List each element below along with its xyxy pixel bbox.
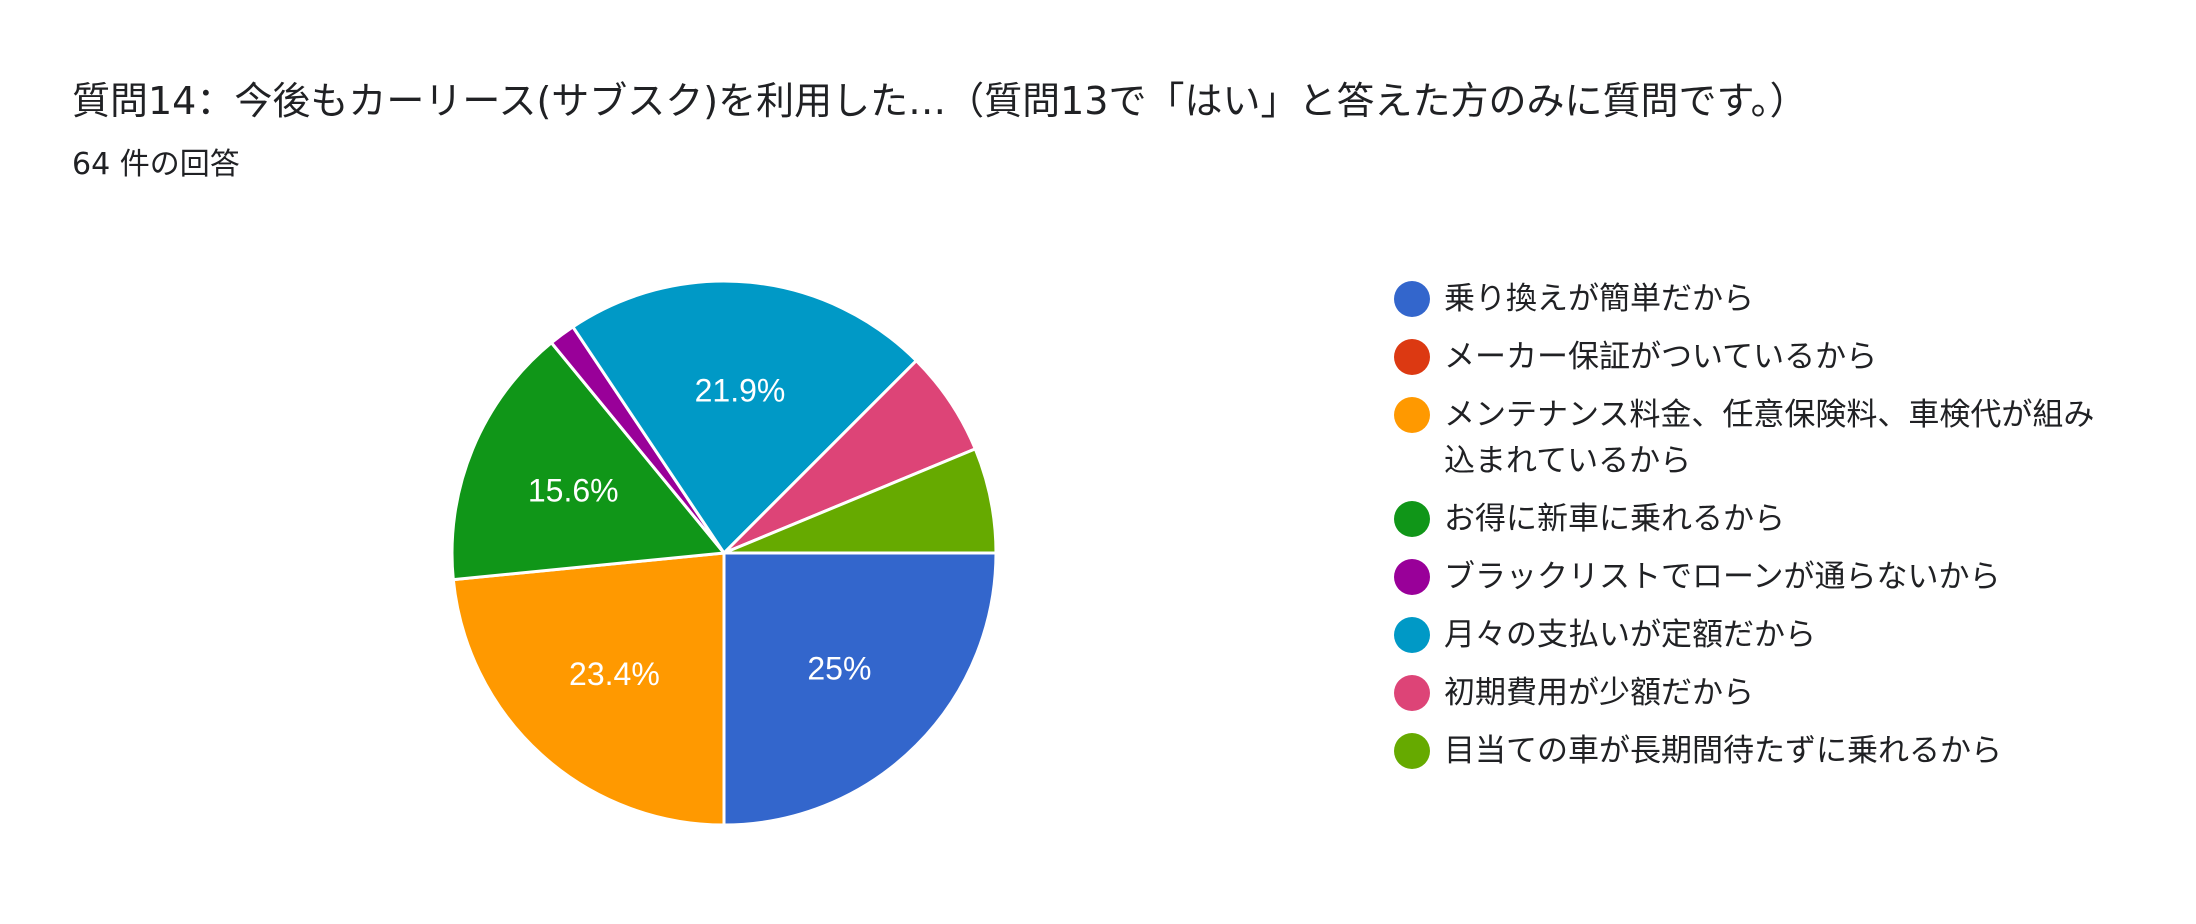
legend-dot-icon <box>1394 675 1430 711</box>
legend-dot-icon <box>1394 617 1430 653</box>
legend-dot-icon <box>1394 397 1430 433</box>
legend-item[interactable]: 乗り換えが簡単だから <box>1392 276 2152 322</box>
pie-chart: 25% 23.4% 15.6% 21.9% <box>450 279 998 827</box>
chart-legend: 乗り換えが簡単だから メーカー保証がついているから メンテナンス料金、任意保険料… <box>1392 276 2152 786</box>
legend-dot-icon <box>1394 339 1430 375</box>
legend-label: 初期費用が少額だから <box>1444 675 1754 711</box>
legend-label: メーカー保証がついているから <box>1444 339 1878 375</box>
legend-item[interactable]: ブラックリストでローンが通らないから <box>1392 554 2152 600</box>
slice-percent-label: 25% <box>807 650 871 686</box>
legend-label: メンテナンス料金、任意保険料、車検代が組み込まれているから <box>1444 397 2095 479</box>
legend-item[interactable]: 目当ての車が長期間待たずに乗れるから <box>1392 728 2152 774</box>
chart-title: 質問14：今後もカーリース(サブスク)を利用した…（質問13で「はい」と答えた方… <box>72 79 1808 123</box>
legend-dot-icon <box>1394 733 1430 769</box>
legend-item[interactable]: メンテナンス料金、任意保険料、車検代が組み込まれているから <box>1392 392 2152 484</box>
pie-slice[interactable] <box>451 551 726 827</box>
legend-dot-icon <box>1394 281 1430 317</box>
legend-label: ブラックリストでローンが通らないから <box>1444 559 2001 595</box>
legend-item[interactable]: メーカー保証がついているから <box>1392 334 2152 380</box>
slice-percent-label: 15.6% <box>528 473 619 509</box>
legend-dot-icon <box>1394 559 1430 595</box>
pie-slice[interactable] <box>722 447 998 555</box>
legend-label: 乗り換えが簡単だから <box>1444 281 1754 317</box>
pie-slice[interactable] <box>722 551 998 827</box>
legend-label: 目当ての車が長期間待たずに乗れるから <box>1444 733 2002 769</box>
pie-chart-svg: 25% 23.4% 15.6% 21.9% <box>450 279 998 827</box>
legend-label: 月々の支払いが定額だから <box>1444 617 1816 653</box>
legend-item[interactable]: 月々の支払いが定額だから <box>1392 612 2152 658</box>
legend-item[interactable]: お得に新車に乗れるから <box>1392 496 2152 542</box>
legend-item[interactable]: 初期費用が少額だから <box>1392 670 2152 716</box>
legend-label: お得に新車に乗れるから <box>1444 501 1785 537</box>
pie-slice[interactable] <box>571 279 918 555</box>
response-count: 64 件の回答 <box>72 147 240 182</box>
pie-slice[interactable] <box>450 341 726 582</box>
slice-percent-label: 23.4% <box>569 656 660 692</box>
slice-percent-label: 21.9% <box>695 373 786 409</box>
legend-dot-icon <box>1394 501 1430 537</box>
